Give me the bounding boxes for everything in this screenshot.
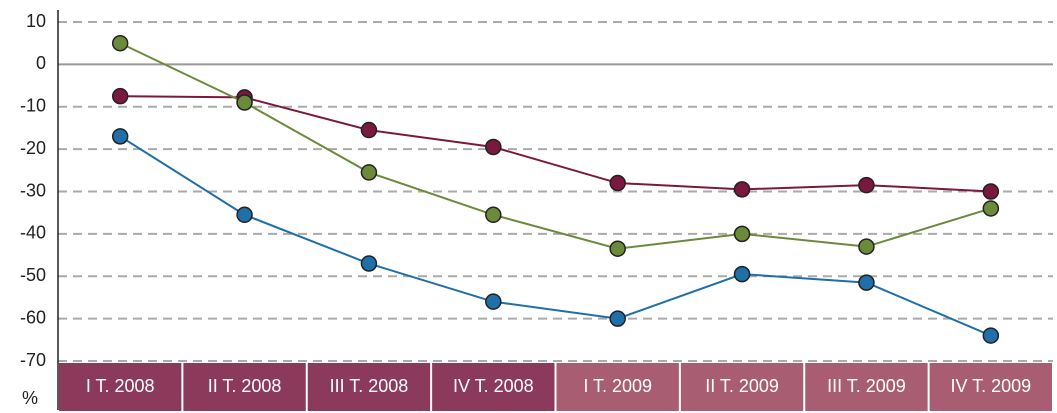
series-line (120, 95, 991, 193)
data-point (982, 327, 1000, 344)
data-point (733, 225, 751, 243)
x-tick-label: III T. 2009 (827, 376, 906, 396)
data-point (360, 121, 378, 139)
x-tick-label: I T. 2008 (86, 376, 155, 396)
category-box (556, 363, 679, 411)
x-tick-label: IV T. 2008 (453, 376, 534, 396)
y-tick-label: 10 (26, 11, 46, 31)
x-tick-label: III T. 2008 (330, 376, 409, 396)
x-tick-label: I T. 2009 (583, 376, 652, 396)
x-tick-label: II T. 2008 (208, 376, 282, 396)
data-point (609, 310, 626, 327)
series-line (119, 135, 992, 337)
data-point (485, 206, 502, 224)
data-point (485, 138, 502, 156)
data-point (111, 128, 129, 145)
category-box (183, 363, 306, 411)
data-point (982, 200, 1000, 217)
category-box (432, 363, 555, 411)
data-point (609, 240, 626, 257)
y-tick-label: -60 (20, 307, 46, 327)
data-point (236, 94, 253, 111)
data-point (733, 181, 751, 198)
data-point (485, 293, 502, 310)
y-tick-label: 0 (36, 53, 46, 73)
y-tick-label: -20 (20, 138, 46, 158)
data-point (111, 87, 129, 105)
data-point (111, 34, 129, 52)
category-box (307, 363, 431, 411)
y-tick-label: -50 (20, 265, 46, 285)
category-box (805, 363, 928, 411)
series-line (119, 42, 992, 250)
data-point (360, 164, 378, 181)
data-point (360, 255, 378, 272)
y-tick-label: -70 (20, 350, 46, 370)
category-box (680, 363, 804, 411)
y-tick-label: -30 (20, 180, 46, 200)
data-point (858, 274, 875, 291)
data-point (982, 183, 1000, 200)
x-tick-label: II T. 2009 (705, 376, 779, 396)
y-axis-label: % (22, 388, 38, 408)
y-tick-label: -40 (20, 223, 46, 243)
data-point (236, 206, 253, 224)
category-box (929, 363, 1052, 411)
y-tick-label: -10 (20, 96, 46, 116)
x-tick-label: IV T. 2009 (950, 376, 1031, 396)
data-point (733, 265, 751, 283)
data-point (858, 176, 875, 194)
data-point (609, 174, 626, 192)
category-box (59, 363, 182, 411)
data-point (858, 238, 875, 255)
